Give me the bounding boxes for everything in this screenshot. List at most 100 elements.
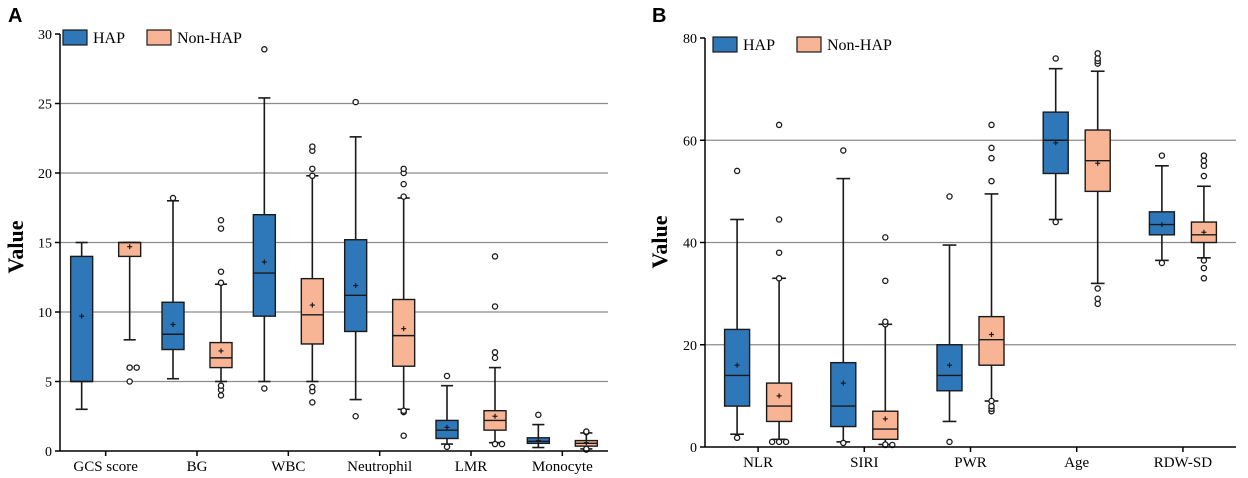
outlier-point xyxy=(491,303,499,310)
panel-b-y-axis-title: Value xyxy=(647,215,672,268)
y-tick-label: 40 xyxy=(683,237,697,252)
panel-a-gridlines xyxy=(60,102,608,383)
y-tick-label: 0 xyxy=(45,445,52,460)
x-tick-label: Neutrophil xyxy=(347,459,412,475)
panel-a-boxes xyxy=(69,46,599,453)
y-tick-label: 30 xyxy=(38,28,52,43)
outlier-point xyxy=(491,440,499,448)
outlier-point xyxy=(882,277,889,285)
outlier-point xyxy=(946,438,953,446)
x-tick-label: Age xyxy=(1064,455,1089,471)
box xyxy=(391,298,416,367)
panel-a-legend: HAP Non-HAP xyxy=(62,29,242,47)
box xyxy=(978,315,1005,366)
x-tick-label: NLR xyxy=(743,455,773,471)
legend-label-hap: HAP xyxy=(743,37,775,54)
outlier-point xyxy=(583,428,590,435)
x-tick-label: RDW-SD xyxy=(1154,455,1213,471)
outlier-point xyxy=(1200,152,1208,159)
outlier-point xyxy=(1052,218,1059,226)
outlier-point xyxy=(1200,275,1208,282)
outlier-point xyxy=(309,165,316,173)
legend-swatch-non-hap xyxy=(796,36,822,53)
outlier-point xyxy=(840,147,847,154)
outlier-point xyxy=(217,225,225,232)
outlier-point xyxy=(217,268,225,275)
outlier-point xyxy=(1200,257,1208,264)
panel-a: A Value 0 5 10 15 20 25 30 GCS score BG WBC Neutro… xyxy=(3,5,608,475)
legend-label-non-hap: Non-HAP xyxy=(177,30,242,47)
box xyxy=(723,328,751,407)
legend-label-non-hap: Non-HAP xyxy=(827,37,892,54)
outlier-point xyxy=(1200,157,1208,164)
outlier-point xyxy=(309,383,316,391)
panel-b-gridlines xyxy=(705,139,1236,346)
outlier-point xyxy=(1094,295,1101,302)
legend-swatch-non-hap xyxy=(146,29,172,46)
outlier-point xyxy=(988,397,995,405)
outlier-point xyxy=(840,439,847,447)
outlier-point xyxy=(126,364,133,371)
outlier-point xyxy=(261,385,268,392)
outlier-point xyxy=(1158,259,1166,267)
outlier-point xyxy=(782,438,790,446)
outlier-point xyxy=(988,154,995,162)
outlier-point xyxy=(1094,55,1101,62)
box xyxy=(69,255,94,383)
outlier-point xyxy=(988,402,995,410)
outlier-point xyxy=(352,412,359,420)
outlier-point xyxy=(946,193,953,200)
outlier-point xyxy=(169,194,177,202)
outlier-point xyxy=(988,177,995,185)
outlier-point xyxy=(491,354,499,362)
legend-swatch-hap xyxy=(62,29,88,46)
outlier-point xyxy=(1094,285,1101,292)
box xyxy=(765,382,793,423)
outlier-point xyxy=(217,382,225,389)
y-tick-label: 60 xyxy=(683,134,697,149)
panel-a-letter: A xyxy=(8,5,22,27)
outlier-point xyxy=(1094,50,1101,57)
outlier-point xyxy=(775,121,783,129)
outlier-point xyxy=(988,144,995,152)
outlier-point xyxy=(988,121,995,129)
outlier-point xyxy=(400,165,407,173)
outlier-point xyxy=(491,349,499,356)
x-tick-label: SIRI xyxy=(850,455,878,471)
outlier-point xyxy=(775,275,783,282)
outlier-point xyxy=(309,399,316,406)
outlier-point xyxy=(1052,55,1059,62)
outlier-point xyxy=(491,253,499,260)
outlier-point xyxy=(535,411,542,419)
outlier-point xyxy=(1158,152,1166,159)
x-tick-label: Monocyte xyxy=(532,459,593,475)
legend-swatch-hap xyxy=(712,36,738,53)
panel-a-axes: 0 5 10 15 20 25 30 GCS score BG WBC Neutrophil LMR M… xyxy=(38,28,608,475)
x-tick-label: GCS score xyxy=(73,459,138,475)
panel-b-axes: 0 20 40 60 80 NLR SIRI PWR Age RDW-SD xyxy=(683,32,1236,471)
panel-b-letter: B xyxy=(652,5,666,27)
outlier-point xyxy=(768,438,776,446)
outlier-point xyxy=(882,318,889,325)
x-tick-label: BG xyxy=(187,459,208,475)
y-tick-label: 15 xyxy=(38,237,52,252)
outlier-point xyxy=(400,407,407,414)
box xyxy=(300,277,325,345)
outlier-point xyxy=(882,234,889,241)
outlier-point xyxy=(400,180,407,188)
outlier-point xyxy=(126,378,133,385)
y-tick-label: 20 xyxy=(683,339,697,354)
outlier-point xyxy=(261,46,268,53)
outlier-point xyxy=(400,432,407,439)
y-tick-label: 80 xyxy=(683,32,697,47)
outlier-point xyxy=(1094,300,1101,308)
outlier-point xyxy=(217,217,225,224)
x-tick-label: LMR xyxy=(455,459,488,475)
panel-a-y-axis-title: Value xyxy=(3,220,28,273)
outlier-point xyxy=(133,364,140,371)
box xyxy=(936,344,963,392)
y-tick-label: 10 xyxy=(38,306,52,321)
outlier-point xyxy=(498,440,506,448)
outlier-point xyxy=(1200,264,1208,272)
